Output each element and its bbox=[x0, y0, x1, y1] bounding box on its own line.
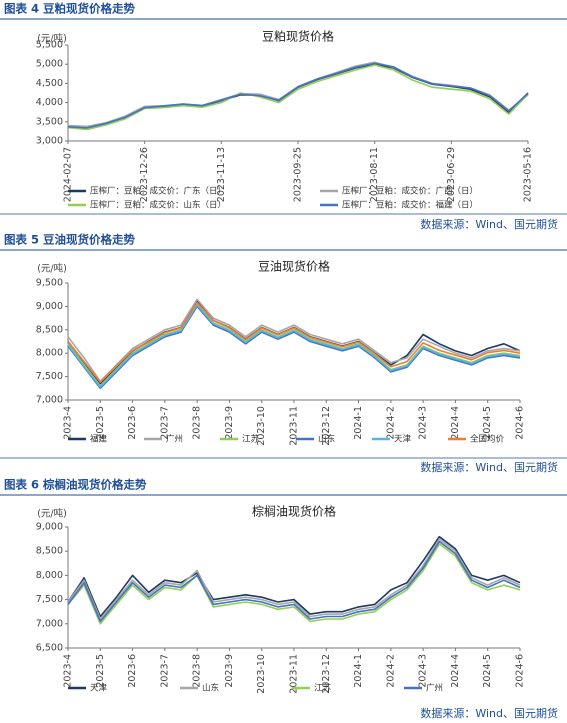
y-tick-label: 8,500 bbox=[36, 546, 63, 557]
x-tick-label: 2023-05-16 bbox=[523, 147, 534, 202]
series-line bbox=[67, 61, 529, 128]
x-tick-label: 2024-5 bbox=[482, 654, 493, 688]
series-line bbox=[67, 303, 521, 387]
series-line bbox=[67, 64, 529, 131]
series-line bbox=[67, 298, 521, 383]
x-tick-label: 2023-11-13 bbox=[216, 147, 227, 202]
legend-label: 压榨厂：豆粕：成交价：山东（日） bbox=[90, 200, 226, 211]
chart-title: 棕榈油现货价格 bbox=[252, 504, 336, 519]
x-tick-label: 2023-7 bbox=[159, 654, 170, 688]
series-line bbox=[67, 300, 521, 385]
x-tick-label: 2023-11 bbox=[289, 406, 300, 446]
caption: 图表 4 豆粕现货价格走势 bbox=[4, 2, 136, 16]
legend-label: 天津 bbox=[90, 683, 108, 694]
legend-label: 广州 bbox=[166, 434, 183, 445]
y-tick-label: 7,000 bbox=[36, 618, 63, 629]
x-tick-label: 2024-2 bbox=[385, 406, 396, 440]
x-tick-label: 2023-08-11 bbox=[369, 147, 380, 202]
x-tick-label: 2024-3 bbox=[418, 406, 429, 440]
series-line bbox=[67, 63, 529, 129]
x-tick-label: 2024-1 bbox=[353, 654, 364, 688]
x-tick-label: 2023-12-26 bbox=[139, 147, 150, 202]
x-tick-label: 2024-1 bbox=[353, 406, 364, 440]
x-tick-label: 2024-4 bbox=[450, 654, 461, 688]
legend-label: 全国均价 bbox=[470, 434, 505, 445]
x-tick-label: 2024-6 bbox=[515, 406, 526, 440]
x-tick-label: 2024-3 bbox=[418, 654, 429, 688]
y-tick-label: 9,000 bbox=[36, 522, 63, 533]
series-line bbox=[67, 304, 521, 388]
y-tick-label: 7,500 bbox=[36, 371, 63, 382]
legend-label: 压榨厂：豆粕：成交价：广西（日） bbox=[342, 186, 478, 197]
legend-label: 江苏 bbox=[242, 434, 260, 445]
y-tick-label: 7,500 bbox=[36, 594, 63, 605]
x-tick-label: 2024-2 bbox=[385, 654, 396, 688]
caption: 图表 5 豆油现货价格走势 bbox=[4, 233, 136, 247]
x-tick-label: 2024-5 bbox=[482, 406, 493, 440]
x-tick-label: 2023-8 bbox=[192, 654, 203, 688]
y-tick-label: 3,000 bbox=[36, 136, 63, 147]
x-tick-label: 2023-9 bbox=[224, 406, 235, 440]
x-tick-label: 2023-10 bbox=[256, 654, 267, 694]
y-tick-label: 9,500 bbox=[36, 278, 63, 289]
legend-label: 江苏 bbox=[314, 683, 332, 694]
legend-label: 压榨厂：豆粕：成交价：福建（日） bbox=[342, 200, 478, 211]
x-tick-label: 2023-7 bbox=[159, 406, 170, 440]
y-axis-label: (元/吨) bbox=[37, 508, 67, 520]
y-axis-label: (元/吨) bbox=[37, 33, 67, 45]
x-tick-label: 2023-6 bbox=[127, 654, 138, 688]
source-note: 数据来源：Wind、国元期货 bbox=[420, 217, 558, 231]
legend-label: 福建 bbox=[90, 434, 108, 445]
y-tick-label: 8,000 bbox=[36, 348, 63, 359]
legend-label: 压榨厂：豆粕：成交价：广东（日） bbox=[90, 186, 226, 197]
legend-label: 山东 bbox=[318, 434, 335, 445]
x-tick-label: 2024-02-07 bbox=[63, 147, 74, 202]
x-tick-label: 2023-11 bbox=[289, 654, 300, 694]
x-tick-label: 2023-06-29 bbox=[446, 147, 457, 202]
x-tick-label: 2023-8 bbox=[192, 406, 203, 440]
series-line bbox=[67, 538, 521, 620]
y-tick-label: 8,500 bbox=[36, 324, 63, 335]
x-tick-label: 2023-5 bbox=[95, 406, 106, 440]
series-line bbox=[67, 62, 529, 129]
x-tick-label: 2023-4 bbox=[63, 654, 74, 688]
y-tick-label: 9,000 bbox=[36, 301, 63, 312]
legend-label: 天津 bbox=[394, 434, 412, 445]
series-line bbox=[67, 540, 521, 623]
legend-label: 广州 bbox=[426, 683, 443, 694]
source-note: 数据来源：Wind、国元期货 bbox=[420, 706, 558, 720]
chart-title: 豆粕现货价格 bbox=[262, 29, 334, 44]
x-tick-label: 2023-5 bbox=[95, 654, 106, 688]
y-tick-label: 5,000 bbox=[36, 59, 63, 70]
y-tick-label: 3,500 bbox=[36, 116, 63, 127]
y-tick-label: 8,000 bbox=[36, 570, 63, 581]
x-tick-label: 2023-9 bbox=[224, 654, 235, 688]
x-tick-label: 2023-09-25 bbox=[293, 147, 304, 202]
series-line bbox=[67, 535, 521, 618]
y-tick-label: 7,000 bbox=[36, 395, 63, 406]
source-note: 数据来源：Wind、国元期货 bbox=[420, 460, 558, 474]
y-tick-label: 4,000 bbox=[36, 97, 63, 108]
legend-label: 山东 bbox=[202, 683, 219, 694]
x-tick-label: 2023-12 bbox=[321, 406, 332, 446]
x-tick-label: 2023-10 bbox=[256, 406, 267, 446]
x-tick-label: 2024-4 bbox=[450, 406, 461, 440]
series-line bbox=[67, 305, 521, 390]
x-tick-label: 2024-6 bbox=[515, 654, 526, 688]
x-tick-label: 2023-12 bbox=[321, 654, 332, 694]
caption: 图表 6 棕榈油现货价格走势 bbox=[4, 478, 147, 492]
x-tick-label: 2023-4 bbox=[63, 406, 74, 440]
y-tick-label: 4,500 bbox=[36, 78, 63, 89]
y-tick-label: 5,500 bbox=[36, 40, 63, 51]
chart-title: 豆油现货价格 bbox=[258, 259, 330, 274]
series-line bbox=[67, 543, 521, 625]
y-axis-label: (元/吨) bbox=[37, 263, 67, 275]
x-tick-label: 2023-6 bbox=[127, 406, 138, 440]
y-tick-label: 6,500 bbox=[36, 643, 63, 654]
series-line bbox=[67, 301, 521, 383]
